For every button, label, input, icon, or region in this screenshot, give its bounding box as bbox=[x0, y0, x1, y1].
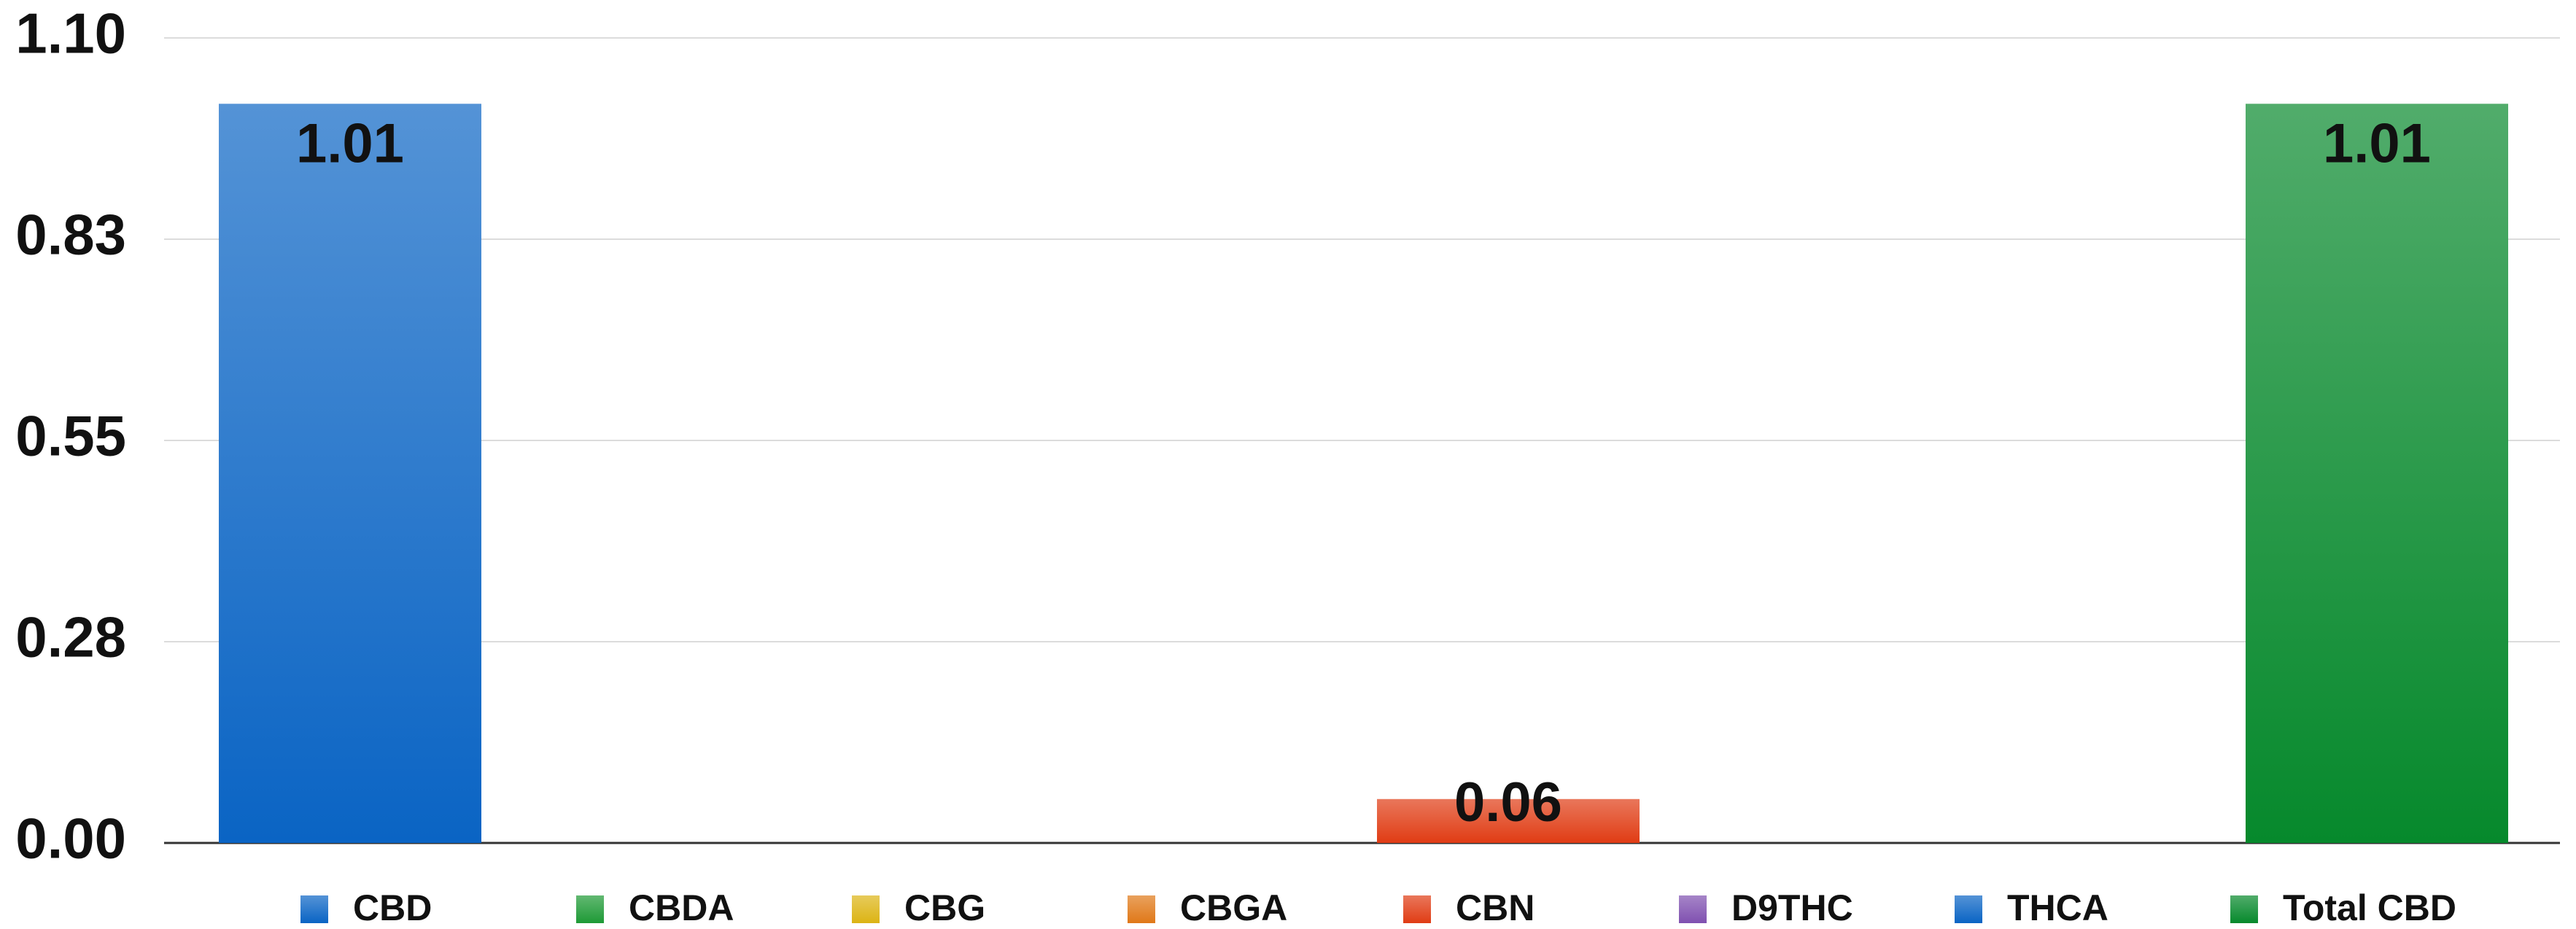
legend-swatch bbox=[576, 895, 604, 923]
y-tick-label: 0.83 bbox=[15, 203, 126, 267]
legend-swatch bbox=[852, 895, 880, 923]
value-label: 0.06 bbox=[1454, 771, 1562, 833]
legend-swatch bbox=[1128, 895, 1155, 923]
legend-swatch bbox=[2230, 895, 2258, 923]
legend-swatch bbox=[300, 895, 328, 923]
legend-swatch bbox=[1955, 895, 1982, 923]
legend-label: Total CBD bbox=[2283, 887, 2456, 928]
y-tick-label: 0.28 bbox=[15, 605, 126, 669]
legend-swatch bbox=[1403, 895, 1431, 923]
bar bbox=[219, 104, 481, 843]
y-tick-label: 0.00 bbox=[15, 806, 126, 871]
bar bbox=[1377, 798, 1640, 843]
legend-label: CBN bbox=[1456, 887, 1535, 928]
legend-label: THCA bbox=[2007, 887, 2108, 928]
legend-label: CBG bbox=[904, 887, 985, 928]
legend-label: CBD bbox=[353, 887, 432, 928]
value-label: 1.01 bbox=[2323, 112, 2431, 174]
legend-label: CBDA bbox=[629, 887, 734, 928]
value-label: 1.01 bbox=[296, 112, 404, 174]
legend-label: CBGA bbox=[1180, 887, 1287, 928]
legend-swatch bbox=[1679, 895, 1707, 923]
bar bbox=[2246, 104, 2508, 843]
y-tick-label: 0.55 bbox=[15, 404, 126, 468]
legend-label: D9THC bbox=[1731, 887, 1853, 928]
y-tick-label: 1.10 bbox=[15, 1, 126, 66]
